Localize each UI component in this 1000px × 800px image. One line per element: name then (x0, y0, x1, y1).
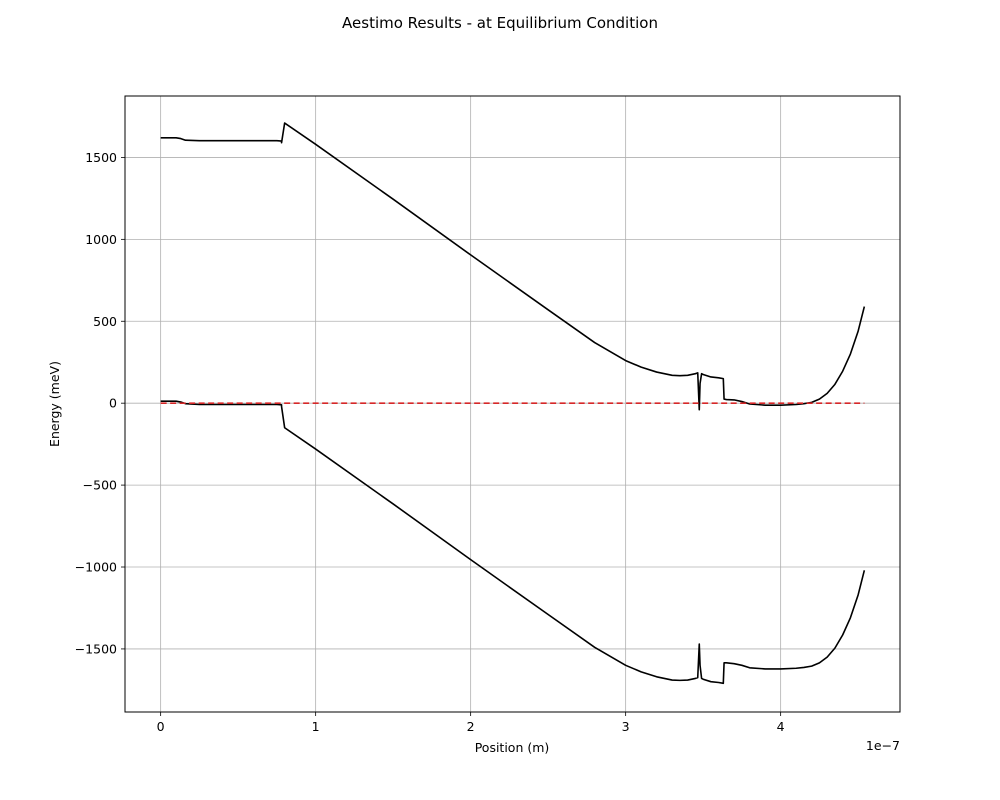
x-tick-label: 2 (467, 719, 475, 734)
y-tick-label: 1500 (85, 150, 117, 165)
x-axis-label: Position (m) (475, 740, 550, 755)
x-tick-label: 1 (312, 719, 320, 734)
y-axis-label: Energy (meV) (47, 361, 62, 447)
y-tick-label: −1500 (75, 641, 117, 656)
series-layer (160, 122, 866, 685)
y-tick-label: 1000 (85, 232, 117, 247)
conduction-band-line (160, 122, 866, 411)
y-tick-label: −1000 (75, 560, 117, 575)
plot-frame (124, 95, 901, 713)
x-tick-label: 3 (622, 719, 630, 734)
ticks: 0 1 2 3 4 −1500 −1000 −500 0 500 1000 1500 (75, 150, 785, 734)
x-tick-label: 4 (777, 719, 785, 734)
y-tick-label: 0 (109, 396, 117, 411)
y-tick-label: −500 (83, 478, 117, 493)
valence-band-line (160, 400, 866, 685)
x-offset-label: 1e−7 (866, 738, 900, 753)
y-tick-label: 500 (93, 314, 117, 329)
chart-title: Aestimo Results - at Equilibrium Conditi… (342, 14, 658, 32)
x-tick-label: 0 (157, 719, 165, 734)
